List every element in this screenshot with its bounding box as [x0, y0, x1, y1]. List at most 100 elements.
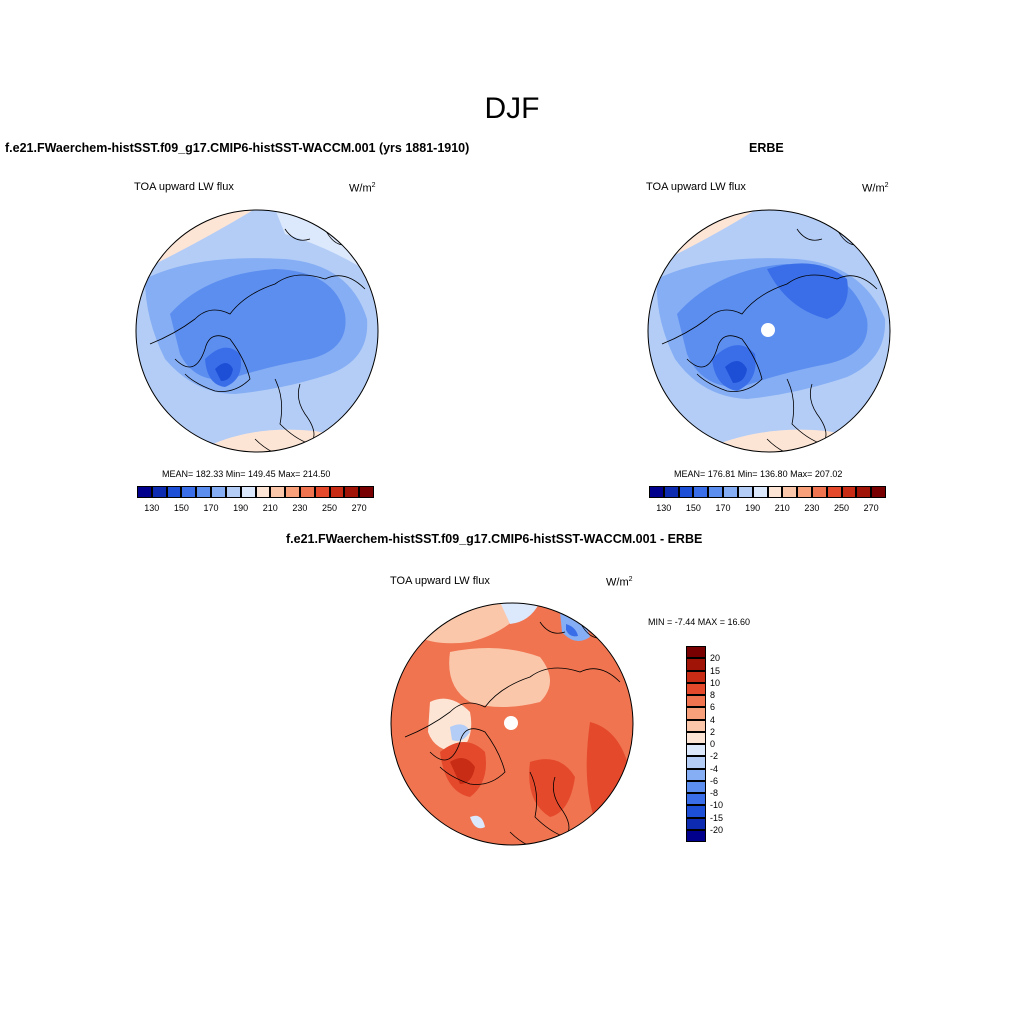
- colorbar-model: [137, 486, 374, 498]
- colorbar-model-tick-label: 130: [144, 503, 160, 513]
- colorbar-diff-swatch: [686, 805, 706, 818]
- slight-cool-south: [470, 815, 485, 829]
- colorbar-diff-tick-label: -4: [710, 763, 719, 774]
- colorbar-obs-tick-label: 170: [715, 503, 731, 513]
- colorbar-diff-tick-label: -20: [710, 824, 724, 835]
- colorbar-obs-swatch: [663, 486, 679, 498]
- colorbar-model-tick-label: 230: [292, 503, 308, 513]
- colorbar-diff-tick-label: 0: [710, 739, 716, 749]
- colorbar-obs-swatch: [693, 486, 709, 498]
- colorbar-obs-tick-label: 250: [834, 503, 850, 513]
- pole-hole: [761, 323, 775, 337]
- colorbar-diff-swatch: [686, 658, 706, 671]
- panel-model-stats: MEAN= 182.33 Min= 149.45 Max= 214.50: [162, 469, 331, 479]
- colorbar-diff-tick-label: 6: [710, 702, 716, 713]
- map-border: [647, 209, 891, 453]
- colorbar-obs-tick-label: 210: [774, 503, 790, 513]
- colorbar-obs-swatch: [811, 486, 827, 498]
- panel-diff-title: f.e21.FWaerchem-histSST.f09_g17.CMIP6-hi…: [286, 532, 703, 546]
- colorbar-model-swatch: [299, 486, 315, 498]
- colorbar-model-tick-label: 170: [203, 503, 219, 513]
- colorbar-diff-swatch: [686, 793, 706, 806]
- panel-diff-units: W/m2: [606, 576, 633, 589]
- colorbar-model-tick-label: 250: [322, 503, 338, 513]
- cool-core-top-right: [566, 624, 578, 637]
- panel-model-variable: TOA upward LW flux: [134, 181, 234, 193]
- colorbar-model-swatch: [166, 486, 182, 498]
- field-lower-east: [767, 263, 848, 319]
- colorbar-obs-swatch: [841, 486, 857, 498]
- panel-diff-stats: MIN = -7.44 MAX = 16.60: [648, 617, 751, 627]
- colorbar-obs-tick-label: 270: [863, 503, 879, 513]
- map-border: [135, 209, 379, 453]
- colorbar-model-tick-label: 210: [262, 503, 278, 513]
- colorbar-diff-swatch: [686, 817, 706, 830]
- colorbar-diff-tick-label: 8: [710, 690, 716, 700]
- colorbar-diff-swatch: [686, 695, 706, 708]
- colorbar-model-swatch: [225, 486, 241, 498]
- colorbar-obs-tick-label: 150: [685, 503, 701, 513]
- colorbar-model-swatch: [151, 486, 167, 498]
- colorbar-diff-swatch: [686, 744, 706, 757]
- colorbar-model-swatch: [344, 486, 360, 498]
- colorbar-obs-swatch: [723, 486, 738, 498]
- map-model: [135, 209, 379, 453]
- colorbar-diff-tick-label: -6: [710, 775, 719, 786]
- colorbar-model-tick-label: 270: [351, 503, 367, 513]
- panel-model-title: f.e21.FWaerchem-histSST.f09_g17.CMIP6-hi…: [5, 141, 470, 155]
- cool-patch-west: [450, 724, 470, 741]
- colorbar-diff-swatch: [686, 780, 706, 793]
- map-obs: [647, 209, 891, 453]
- colorbar-obs-swatch: [782, 486, 798, 498]
- panel-obs-title: ERBE: [749, 141, 784, 155]
- colorbar-obs-swatch: [767, 486, 783, 498]
- colorbar-model-swatch: [270, 486, 286, 498]
- colorbar-diff-swatch: [686, 646, 706, 659]
- colorbar-model-tick-label: 150: [173, 503, 189, 513]
- colorbar-diff-tick-label: 10: [710, 677, 721, 688]
- colorbar-diff-swatch: [686, 768, 706, 781]
- colorbar-obs-swatch: [856, 486, 872, 498]
- panel-model-units: W/m2: [349, 182, 376, 195]
- slight-cool-top: [500, 603, 540, 624]
- colorbar-model-swatch: [359, 486, 374, 498]
- colorbar-obs-swatch: [797, 486, 812, 498]
- colorbar-obs-swatch: [649, 486, 664, 498]
- colorbar-diff-swatch: [686, 707, 706, 720]
- field-minimum: [215, 363, 233, 381]
- field-minimum: [725, 360, 747, 383]
- strong-warm-east: [529, 759, 575, 817]
- colorbar-obs-tick-label: 190: [745, 503, 761, 513]
- colorbar-obs-swatch: [678, 486, 694, 498]
- colorbar-model-swatch: [285, 486, 300, 498]
- colorbar-model-swatch: [211, 486, 226, 498]
- colorbar-diff-swatch: [686, 756, 706, 769]
- colorbar-obs-swatch: [737, 486, 753, 498]
- colorbar-model-swatch: [255, 486, 271, 498]
- panel-obs-variable: TOA upward LW flux: [646, 181, 746, 193]
- colorbar-model-swatch: [196, 486, 212, 498]
- colorbar-diff-tick-label: 2: [710, 726, 716, 737]
- colorbar-diff-tick-label: 20: [710, 653, 721, 664]
- colorbar-diff-swatch: [686, 731, 706, 744]
- colorbar-model-tick-label: 190: [233, 503, 249, 513]
- colorbar-diff-swatch: [686, 719, 706, 732]
- colorbar-obs-swatch: [752, 486, 768, 498]
- colorbar-obs-swatch: [708, 486, 724, 498]
- figure-title: DJF: [484, 92, 540, 125]
- colorbar-obs-swatch: [826, 486, 842, 498]
- colorbar-model-swatch: [314, 486, 330, 498]
- colorbar-diff-tick-label: -15: [710, 812, 724, 823]
- pale-region-top-right: [275, 210, 378, 279]
- pole-hole: [504, 716, 518, 730]
- colorbar-diff: [686, 646, 706, 842]
- colorbar-model-ticks: 130 150 170 190 210 230 250 270: [137, 503, 374, 515]
- colorbar-diff-swatch: [686, 682, 706, 695]
- panel-diff-variable: TOA upward LW flux: [390, 575, 490, 587]
- colorbar-diff-swatch: [686, 829, 706, 842]
- colorbar-diff-ticks: 20 15 10 8 6 4 2 0 -2 -4 -6 -8 -10 -15 -20: [710, 646, 750, 842]
- colorbar-diff-tick-label: -10: [710, 800, 724, 811]
- map-border: [390, 602, 634, 846]
- light-warm-center: [449, 648, 550, 707]
- colorbar-diff-tick-label: -2: [710, 751, 719, 762]
